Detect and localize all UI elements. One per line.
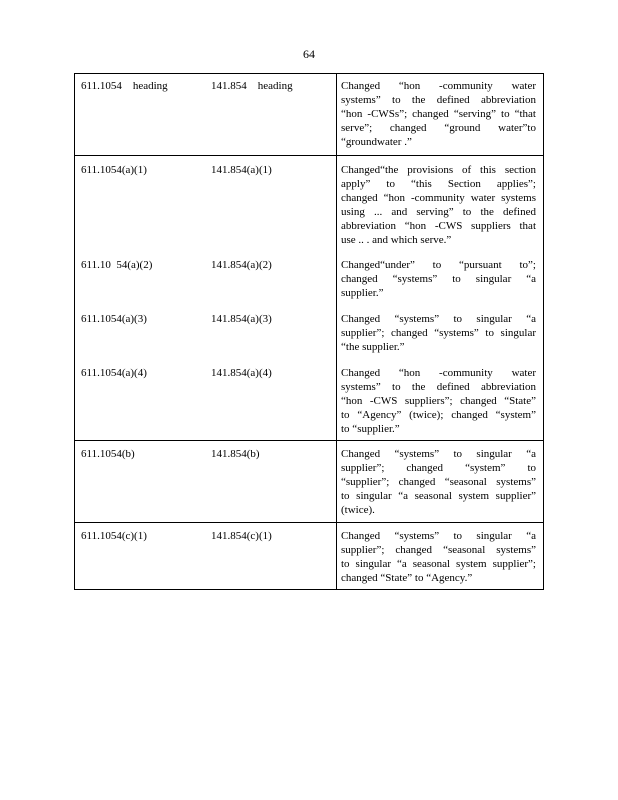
old-section-cell: 611.1054(c)(1) [81,530,147,542]
description-line: to “Agency” (twice); changed “system” [341,409,536,421]
description-line: supplier”; changed “system” to [341,462,536,474]
description-line: changed “State” to “Agency.” [341,572,473,584]
description-line: Changed “systems” to singular “a [341,448,536,460]
change-description-cell: Changed“the provisions of this section ap… [341,163,536,247]
description-line: changed “systems” to singular “a [341,273,536,285]
old-section-cell: 611.1054(b) [81,448,135,460]
row-divider [75,155,543,156]
description-line: to “supplier.” [341,423,400,435]
description-line: to singular “a seasonal system supplier” [341,490,536,502]
description-line: supplier”; changed “systems” to singular [341,327,536,339]
description-line: “supplier”; changed “seasonal systems” [341,476,536,488]
description-line: changed “hon -community water systems [341,192,536,204]
description-line: apply” to “this Section applies”; [341,178,536,190]
change-description-cell: Changed “hon -community water systems” to… [341,366,536,436]
change-description-cell: Changed “systems” to singular “a supplier… [341,312,536,354]
description-line: Changed “hon -community water [341,367,536,379]
change-description-cell: Changed “hon -community water systems” to… [341,79,536,149]
change-description-cell: Changed“under” to “pursuant to”; changed … [341,258,536,300]
description-line: use .. . and which serve.” [341,234,452,246]
description-line: using ... and serving” to the defined [341,206,536,218]
new-section-cell: 141.854(a)(4) [211,367,272,379]
old-section-cell: 611.10 54(a)(2) [81,259,153,271]
new-section-cell: 141.854(a)(1) [211,164,272,176]
new-section-cell: 141.854(c)(1) [211,530,272,542]
description-line: supplier.” [341,287,384,299]
old-section-cell: 611.1054(a)(3) [81,313,147,325]
description-line: Changed “systems” to singular “a [341,313,536,325]
old-section-cell: 611.1054 heading [81,80,168,92]
description-line: to singular “a seasonal system supplier”… [341,558,536,570]
old-section-cell: 611.1054(a)(4) [81,367,147,379]
new-section-cell: 141.854(b) [211,448,260,460]
description-line: Changed“the provisions of this section [341,164,536,176]
row-divider [75,440,543,441]
description-line: “hon -CWSs”; changed “serving” to “that [341,108,536,120]
description-line: systems” to the defined abbreviation [341,94,536,106]
description-line: systems” to the defined abbreviation [341,381,536,393]
page-number: 64 [303,47,315,61]
description-line: supplier”; changed “seasonal systems” [341,544,536,556]
new-section-cell: 141.854(a)(3) [211,313,272,325]
description-line: serve”; changed “ground water”to [341,122,536,134]
column-divider [336,74,337,589]
change-description-cell: Changed “systems” to singular “a supplier… [341,529,536,585]
description-line: abbreviation “hon -CWS suppliers that [341,220,536,232]
description-line: Changed “systems” to singular “a [341,530,536,542]
old-section-cell: 611.1054(a)(1) [81,164,147,176]
description-line: Changed “hon -community water [341,80,536,92]
description-line: “hon -CWS suppliers”; changed “State” [341,395,536,407]
description-line: Changed“under” to “pursuant to”; [341,259,536,271]
change-description-cell: Changed “systems” to singular “a supplier… [341,447,536,517]
row-divider [75,522,543,523]
new-section-cell: 141.854(a)(2) [211,259,272,271]
new-section-cell: 141.854 heading [211,80,293,92]
change-table: 611.1054 heading 141.854 heading Changed “… [74,73,544,590]
description-line: (twice). [341,504,375,516]
description-line: “groundwater .” [341,136,412,148]
description-line: “the supplier.” [341,341,405,353]
